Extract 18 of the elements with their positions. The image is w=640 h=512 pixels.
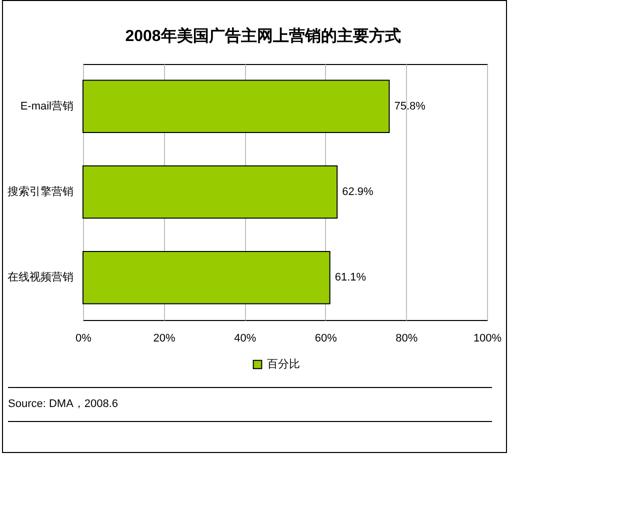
y-tick-label: E-mail营销 [20, 99, 74, 112]
chart-title: 2008年美国广告主网上营销的主要方式 [125, 26, 401, 45]
bar [82, 80, 390, 133]
x-tick-label: 80% [396, 332, 418, 344]
x-tick-label: 20% [153, 332, 176, 344]
x-tick-label: 0% [76, 332, 92, 344]
x-tick-label: 60% [314, 332, 338, 344]
bar [82, 165, 338, 219]
y-tick-label: 搜索引擎营销 [8, 185, 74, 198]
legend-label: 百分比 [267, 358, 300, 370]
x-tick-label: 40% [234, 332, 256, 344]
x-tick-label: 100% [473, 332, 502, 344]
data-label: 75.8% [394, 100, 426, 112]
source-note: Source: DMA，2008.6 [8, 397, 118, 411]
data-label: 61.1% [334, 272, 366, 284]
data-label: 62.9% [342, 186, 374, 198]
y-tick-label: 在线视频营销 [8, 270, 74, 284]
bar [82, 251, 330, 304]
